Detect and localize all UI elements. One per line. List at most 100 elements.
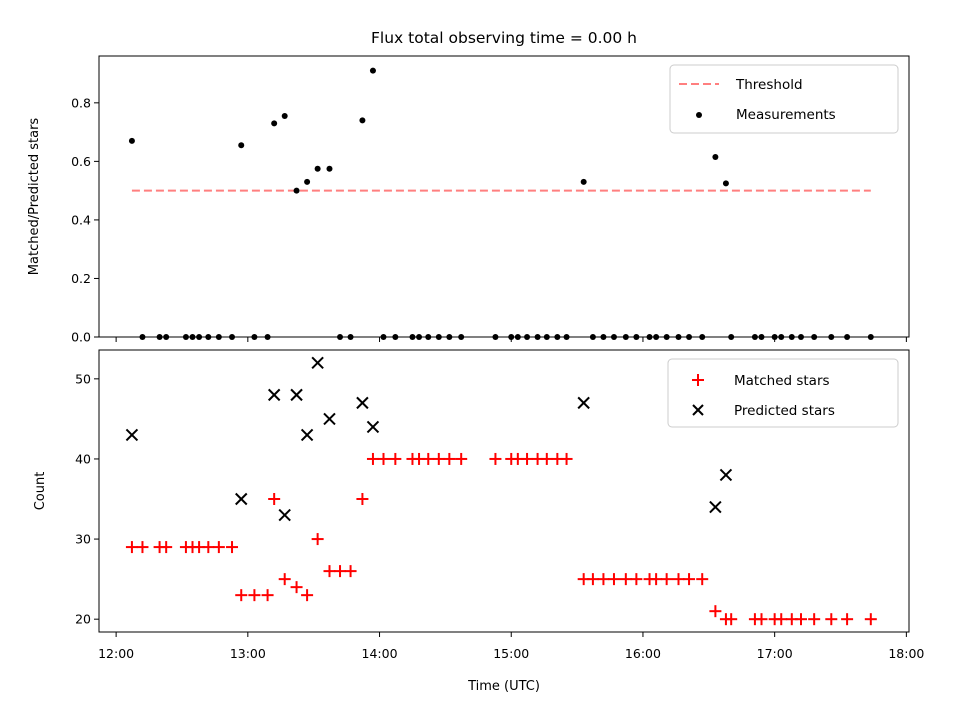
measurement-point [189, 334, 196, 340]
predicted-star-point [290, 388, 303, 402]
measurement-point [699, 334, 706, 340]
matched-star-point [650, 573, 663, 586]
measurement-point [663, 334, 670, 340]
measurement-point [304, 178, 311, 185]
x-tick-label: 18:00 [888, 646, 924, 661]
measurement-point [751, 334, 758, 340]
measurement-point [163, 334, 170, 340]
measurement-point [359, 117, 366, 124]
matched-star-point [136, 541, 149, 554]
measurement-point [675, 334, 682, 340]
measurement-point [238, 142, 245, 149]
bottom-plot-frame [98, 349, 910, 633]
matched-star-point [356, 493, 369, 506]
predicted-star-point [278, 508, 291, 522]
matched-star-point [389, 452, 402, 465]
x-axis-label: Time (UTC) [467, 679, 540, 694]
matched-star-point [597, 573, 610, 586]
measurement-point [314, 165, 321, 172]
matched-star-point [619, 573, 632, 586]
matched-star-point [660, 573, 673, 586]
matched-star-point [725, 613, 738, 626]
matched-star-point [261, 589, 274, 602]
chart-title: Flux total observing time = 0.00 h [371, 29, 637, 47]
predicted-star-point [267, 388, 281, 402]
matched-star-point [864, 613, 877, 626]
bottom-y-tick-label: 50 [75, 371, 91, 386]
predicted-star-point [300, 428, 314, 442]
matched-star-point [489, 452, 502, 465]
predicted-star-point [311, 356, 324, 370]
bottom-legend-box [667, 358, 899, 428]
matched-star-point [709, 605, 722, 618]
measurement-point [337, 334, 344, 340]
measurement-point [828, 334, 835, 340]
measurement-point [215, 334, 222, 340]
top-y-axis-label: Matched/Predicted stars [27, 118, 42, 276]
matched-star-point [560, 452, 573, 465]
matched-star-point [235, 589, 248, 602]
measurement-point [380, 334, 387, 340]
matched-star-point [540, 452, 553, 465]
measurement-point [622, 334, 629, 340]
measurement-point [514, 334, 521, 340]
measurement-point [524, 334, 531, 340]
measurement-point [788, 334, 795, 340]
matched-star-point [323, 565, 336, 578]
measurement-point [435, 334, 442, 340]
measurement-point [416, 334, 423, 340]
top-y-tick-label: 0.2 [71, 271, 91, 286]
matched-star-point [301, 589, 314, 602]
top-legend-box [669, 64, 899, 134]
matched-star-point [422, 452, 435, 465]
measurement-point [392, 334, 399, 340]
predicted-star-point [709, 500, 722, 514]
measurement-point [446, 334, 453, 340]
matched-star-point [160, 541, 173, 554]
measurement-point [205, 334, 212, 340]
top-plot-frame [98, 55, 910, 338]
top-y-axis: 0.0 0.2 0.4 0.6 0.8 [71, 95, 99, 345]
matched-star-point [248, 589, 261, 602]
top-y-tick-label: 0.0 [71, 330, 91, 345]
matched-star-point [775, 613, 788, 626]
predicted-star-point [235, 492, 248, 506]
top-panel: 0.00.20.40.60.8 Matched/Predicted stars … [27, 55, 910, 345]
matched-star-point [607, 573, 620, 586]
measurement-point [139, 334, 146, 340]
measurement-point [543, 334, 550, 340]
predicted-star-point [577, 396, 590, 410]
measurement-point [646, 334, 653, 340]
measurement-point [534, 334, 541, 340]
matched-star-point [212, 541, 225, 554]
measurement-point [326, 165, 333, 172]
bottom-y-tick-label: 40 [75, 451, 91, 466]
legend-measurements-swatch [696, 112, 702, 118]
measurement-point [196, 334, 203, 340]
matched-star-point [311, 533, 324, 546]
measurement-point [867, 334, 874, 340]
measurement-point [492, 334, 499, 340]
bottom-y-tick-label: 30 [75, 532, 91, 547]
matched-star-point [841, 613, 854, 626]
measurement-point [580, 178, 587, 185]
predicted-stars-series [125, 356, 733, 522]
measurement-point [425, 334, 432, 340]
measurements-series [128, 67, 874, 340]
x-tick-label: 17:00 [757, 646, 793, 661]
bottom-legend: Matched stars Predicted stars [667, 358, 899, 428]
measurement-point [633, 334, 640, 340]
measurement-point [712, 153, 719, 160]
measurement-point [653, 334, 660, 340]
matched-star-point [683, 573, 696, 586]
predicted-star-point [356, 396, 369, 410]
measurement-point [271, 120, 278, 127]
predicted-star-point [366, 420, 380, 434]
matched-stars-series [125, 452, 877, 626]
measurement-point [251, 334, 258, 340]
measurement-point [728, 334, 735, 340]
measurement-point [156, 334, 163, 340]
measurement-point [554, 334, 561, 340]
bottom-x-axis: 12:00 13:00 14:00 15:00 16:00 17:00 18:00 [98, 632, 924, 661]
x-tick-label: 16:00 [625, 646, 661, 661]
